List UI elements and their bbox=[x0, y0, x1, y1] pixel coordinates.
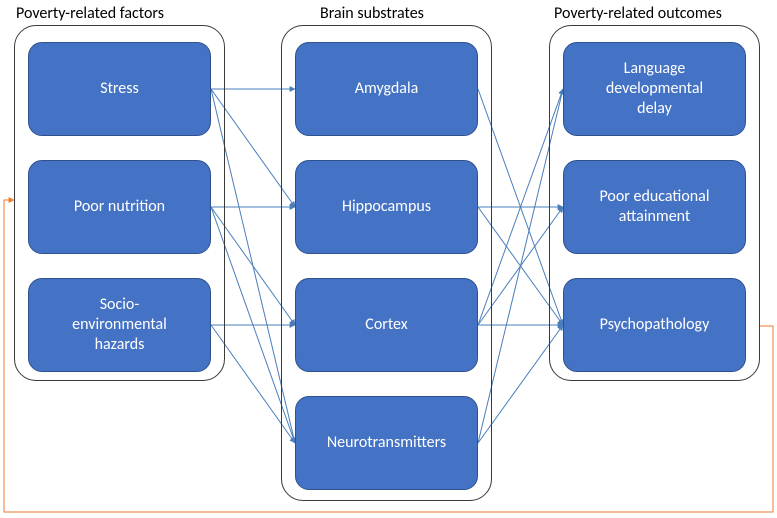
group-label-outcomes: Poverty-related outcomes bbox=[554, 4, 722, 23]
node-stress: Stress bbox=[28, 42, 211, 136]
node-poor-nutrition: Poor nutrition bbox=[28, 160, 211, 254]
node-psychopathology: Psychopathology bbox=[563, 278, 746, 372]
node-socio-env-hazards: Socio-environmentalhazards bbox=[28, 278, 211, 372]
node-language-delay: Languagedevelopmentaldelay bbox=[563, 42, 746, 136]
node-neurotransmitters: Neurotransmitters bbox=[295, 396, 478, 490]
group-label-factors: Poverty-related factors bbox=[16, 4, 164, 23]
node-amygdala: Amygdala bbox=[295, 42, 478, 136]
diagram-canvas: Poverty-related factors Brain substrates… bbox=[0, 0, 777, 518]
node-poor-education: Poor educationalattainment bbox=[563, 160, 746, 254]
node-hippocampus: Hippocampus bbox=[295, 160, 478, 254]
group-label-substrates: Brain substrates bbox=[320, 4, 424, 23]
node-cortex: Cortex bbox=[295, 278, 478, 372]
